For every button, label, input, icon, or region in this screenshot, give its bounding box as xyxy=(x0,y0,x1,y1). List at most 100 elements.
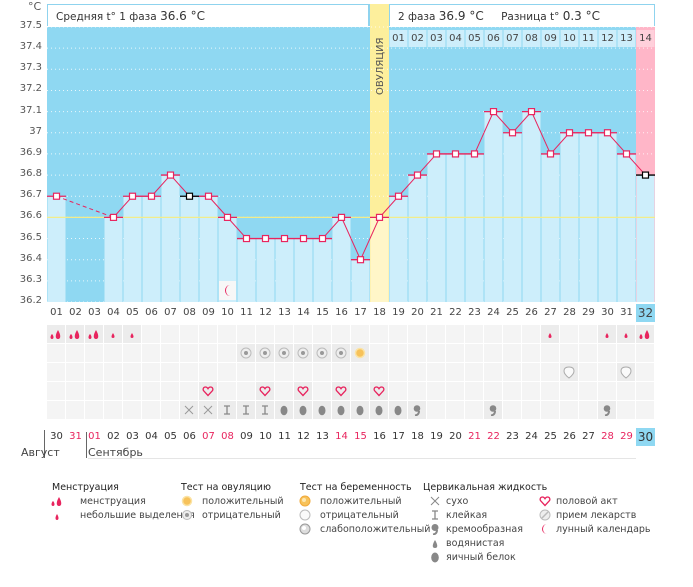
menstruation-row-cell[interactable] xyxy=(104,325,122,343)
menstruation-row-cell[interactable] xyxy=(256,325,274,343)
ovulation-test-row-cell[interactable] xyxy=(275,344,293,362)
cycle-day-label[interactable]: 05 xyxy=(126,307,139,318)
menstruation-row-cell[interactable] xyxy=(389,325,407,343)
menstruation-row-cell[interactable] xyxy=(351,325,369,343)
ovulation-test-row-cell[interactable] xyxy=(427,344,445,362)
cycle-day-label[interactable]: 03 xyxy=(88,307,101,318)
intercourse-row-cell[interactable] xyxy=(66,382,84,400)
ovulation-test-row-cell[interactable] xyxy=(541,344,559,362)
menstruation-row-cell[interactable] xyxy=(199,325,217,343)
cycle-day-label[interactable]: 27 xyxy=(544,307,557,318)
menstruation-row-cell[interactable] xyxy=(47,325,65,343)
menstruation-row-cell[interactable] xyxy=(313,325,331,343)
calendar-date[interactable]: 13 xyxy=(316,431,329,442)
calendar-date[interactable]: 29 xyxy=(620,431,633,442)
cycle-day-label[interactable]: 32 xyxy=(636,304,655,322)
calendar-date[interactable]: 02 xyxy=(107,431,120,442)
pregnancy-test-row-cell[interactable] xyxy=(104,363,122,381)
calendar-date[interactable]: 08 xyxy=(221,431,234,442)
menstruation-row-cell[interactable] xyxy=(484,325,502,343)
menstruation-row-cell[interactable] xyxy=(180,325,198,343)
pregnancy-test-row-cell[interactable] xyxy=(617,363,635,381)
intercourse-row-cell[interactable] xyxy=(370,382,388,400)
cycle-day-label[interactable]: 06 xyxy=(145,307,158,318)
cervical-fluid-row-cell[interactable] xyxy=(218,401,236,419)
pregnancy-test-row-cell[interactable] xyxy=(465,363,483,381)
intercourse-row-cell[interactable] xyxy=(636,382,654,400)
cycle-day-label[interactable]: 15 xyxy=(316,307,329,318)
cervical-fluid-row-cell[interactable] xyxy=(351,401,369,419)
menstruation-row-cell[interactable] xyxy=(142,325,160,343)
cycle-day-label[interactable]: 07 xyxy=(164,307,177,318)
intercourse-row-cell[interactable] xyxy=(598,382,616,400)
pregnancy-test-row-cell[interactable] xyxy=(199,363,217,381)
cervical-fluid-row-cell[interactable] xyxy=(237,401,255,419)
ovulation-test-row-cell[interactable] xyxy=(142,344,160,362)
pregnancy-test-row-cell[interactable] xyxy=(313,363,331,381)
calendar-date[interactable]: 15 xyxy=(354,431,367,442)
pregnancy-test-row-cell[interactable] xyxy=(598,363,616,381)
ovulation-test-row-cell[interactable] xyxy=(85,344,103,362)
menstruation-row-cell[interactable] xyxy=(66,325,84,343)
cycle-day-label[interactable]: 13 xyxy=(278,307,291,318)
cycle-day-label[interactable]: 25 xyxy=(506,307,519,318)
menstruation-row-cell[interactable] xyxy=(408,325,426,343)
cycle-day-label[interactable]: 16 xyxy=(335,307,348,318)
intercourse-row-cell[interactable] xyxy=(351,382,369,400)
calendar-date[interactable]: 05 xyxy=(164,431,177,442)
ovulation-test-row-cell[interactable] xyxy=(313,344,331,362)
menstruation-row-cell[interactable] xyxy=(332,325,350,343)
calendar-date[interactable]: 22 xyxy=(487,431,500,442)
intercourse-row-cell[interactable] xyxy=(275,382,293,400)
intercourse-row-cell[interactable] xyxy=(237,382,255,400)
cycle-day-label[interactable]: 08 xyxy=(183,307,196,318)
ovulation-test-row-cell[interactable] xyxy=(199,344,217,362)
ovulation-test-row-cell[interactable] xyxy=(180,344,198,362)
calendar-date[interactable]: 30 xyxy=(50,431,63,442)
cervical-fluid-row-cell[interactable] xyxy=(389,401,407,419)
pregnancy-test-row-cell[interactable] xyxy=(503,363,521,381)
calendar-date[interactable]: 06 xyxy=(183,431,196,442)
cervical-fluid-row-cell[interactable] xyxy=(332,401,350,419)
cycle-day-label[interactable]: 09 xyxy=(202,307,215,318)
calendar-date[interactable]: 28 xyxy=(601,431,614,442)
pregnancy-test-row-cell[interactable] xyxy=(256,363,274,381)
cervical-fluid-row-cell[interactable] xyxy=(47,401,65,419)
menstruation-row-cell[interactable] xyxy=(598,325,616,343)
pregnancy-test-row-cell[interactable] xyxy=(123,363,141,381)
menstruation-row-cell[interactable] xyxy=(370,325,388,343)
cervical-fluid-row-cell[interactable] xyxy=(598,401,616,419)
menstruation-row-cell[interactable] xyxy=(636,325,654,343)
menstruation-row-cell[interactable] xyxy=(446,325,464,343)
cycle-day-label[interactable]: 21 xyxy=(430,307,443,318)
ovulation-test-row-cell[interactable] xyxy=(123,344,141,362)
cervical-fluid-row-cell[interactable] xyxy=(199,401,217,419)
cycle-day-label[interactable]: 22 xyxy=(449,307,462,318)
menstruation-row-cell[interactable] xyxy=(541,325,559,343)
cycle-day-label[interactable]: 29 xyxy=(582,307,595,318)
cervical-fluid-row-cell[interactable] xyxy=(294,401,312,419)
cycle-day-label[interactable]: 30 xyxy=(601,307,614,318)
cervical-fluid-row-cell[interactable] xyxy=(85,401,103,419)
menstruation-row-cell[interactable] xyxy=(123,325,141,343)
cervical-fluid-row-cell[interactable] xyxy=(465,401,483,419)
cycle-day-label[interactable]: 12 xyxy=(259,307,272,318)
calendar-date[interactable]: 12 xyxy=(297,431,310,442)
intercourse-row-cell[interactable] xyxy=(104,382,122,400)
ovulation-test-row-cell[interactable] xyxy=(47,344,65,362)
cervical-fluid-row-cell[interactable] xyxy=(142,401,160,419)
ovulation-test-row-cell[interactable] xyxy=(218,344,236,362)
pregnancy-test-row-cell[interactable] xyxy=(275,363,293,381)
pregnancy-test-row-cell[interactable] xyxy=(85,363,103,381)
calendar-date[interactable]: 11 xyxy=(278,431,291,442)
calendar-date[interactable]: 01 xyxy=(88,431,101,442)
menstruation-row-cell[interactable] xyxy=(465,325,483,343)
pregnancy-test-row-cell[interactable] xyxy=(560,363,578,381)
calendar-date[interactable]: 03 xyxy=(126,431,139,442)
menstruation-row-cell[interactable] xyxy=(85,325,103,343)
cervical-fluid-row-cell[interactable] xyxy=(617,401,635,419)
pregnancy-test-row-cell[interactable] xyxy=(484,363,502,381)
cervical-fluid-row-cell[interactable] xyxy=(541,401,559,419)
cervical-fluid-row-cell[interactable] xyxy=(123,401,141,419)
cervical-fluid-row-cell[interactable] xyxy=(484,401,502,419)
